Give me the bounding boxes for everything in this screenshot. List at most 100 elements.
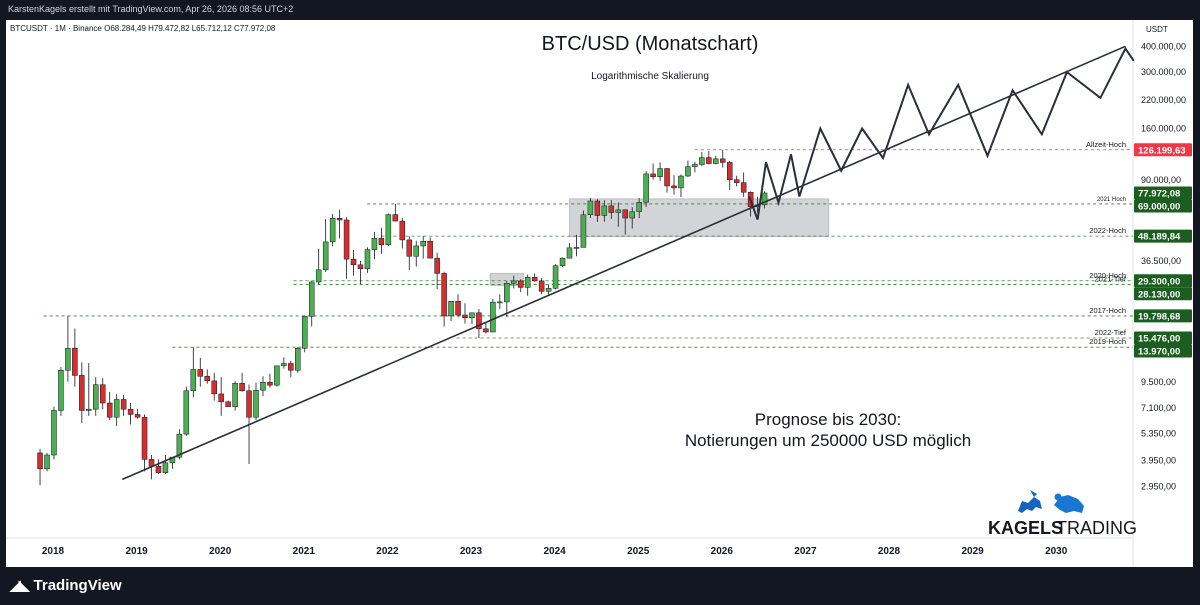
candle-body-59 <box>448 301 454 317</box>
forecast-path <box>748 46 1135 220</box>
price-badge-label-2: 69.000,00 <box>1138 201 1180 212</box>
candle-body-69 <box>517 280 524 288</box>
candle-body-58 <box>441 273 447 317</box>
candle-body-91 <box>671 185 677 189</box>
candle-body-35 <box>281 363 287 367</box>
candle-body-6 <box>79 375 85 411</box>
candle-body-10 <box>106 402 113 418</box>
x-tick-2029: 2029 <box>961 546 984 557</box>
level-label-5: 2017-Hoch <box>1089 306 1126 315</box>
price-badge-1 <box>1134 186 1192 200</box>
x-tick-2020: 2020 <box>209 546 232 557</box>
candle-body-38 <box>302 316 308 349</box>
price-axis-ticks: 400.000,00 300.000,00 220.000,00 160.000,00… <box>1141 41 1186 491</box>
candle-body-20 <box>176 433 183 458</box>
candle-body-26 <box>218 393 224 403</box>
top-bar: KarstenKagels erstellt mit TradingView.c… <box>0 0 1200 20</box>
candle-body-63 <box>476 312 482 330</box>
candle-body-22 <box>190 369 197 391</box>
candle-body-1 <box>44 454 50 470</box>
candle-body-97 <box>713 158 719 164</box>
candle-body-30 <box>246 390 252 418</box>
currency-label: USDT <box>1146 25 1168 34</box>
level-label-2: 2022-Hoch <box>1089 226 1126 235</box>
y-tick-2: 220.000,00 <box>1141 95 1186 105</box>
chart-subtitle: Logarithmische Skalierung <box>591 71 709 82</box>
candle-body-37 <box>295 348 301 371</box>
candle-body-86 <box>636 202 642 212</box>
candle-body-98 <box>720 158 726 163</box>
candle-body-28 <box>232 382 238 407</box>
price-badge-label-5: 28.130,00 <box>1138 289 1180 300</box>
candle-body-14 <box>134 414 141 418</box>
candle-body-64 <box>483 328 489 333</box>
x-tick-2019: 2019 <box>125 546 148 557</box>
candle-body-82 <box>608 205 615 213</box>
candle-body-101 <box>740 182 747 193</box>
tradingview-logo[interactable]: ◢◣ TradingView <box>10 577 122 594</box>
candle-body-95 <box>699 157 705 165</box>
candles <box>37 149 768 486</box>
candle-body-21 <box>183 390 190 435</box>
x-tick-2023: 2023 <box>460 546 483 557</box>
candle-body-9 <box>99 384 106 404</box>
price-badge-label-0: 126.199,63 <box>1138 145 1186 156</box>
candle-body-88 <box>650 173 656 178</box>
candle-body-65 <box>490 301 496 333</box>
candle-body-24 <box>204 376 210 382</box>
candle-body-71 <box>531 277 538 282</box>
candle-body-27 <box>225 401 231 407</box>
price-badge-6 <box>1134 309 1192 323</box>
candle-body-60 <box>455 301 461 316</box>
candle-body-11 <box>113 399 120 418</box>
candle-body-54 <box>413 245 419 257</box>
kagels-logo: KAGELS TRADING <box>988 490 1137 538</box>
candle-body-79 <box>587 200 594 216</box>
candle-body-62 <box>469 312 475 318</box>
candle-body-78 <box>580 214 587 248</box>
candle-body-73 <box>545 288 552 292</box>
candle-body-49 <box>378 237 385 245</box>
candle-body-13 <box>127 408 134 415</box>
candle-body-33 <box>267 382 273 386</box>
bear-icon <box>1054 493 1084 513</box>
y-tick-3: 160.000,00 <box>1141 123 1186 133</box>
level-label-3: 2020-Hoch <box>1089 271 1126 280</box>
y-tick-10: 2.950,00 <box>1141 482 1176 492</box>
candle-body-32 <box>260 382 266 391</box>
candle-body-75 <box>559 257 566 266</box>
footer-bar: ◢◣ TradingView <box>0 567 1200 605</box>
candle-body-81 <box>601 205 608 216</box>
candle-body-83 <box>615 209 622 213</box>
y-tick-5: 36.500,00 <box>1141 256 1181 266</box>
candle-body-68 <box>511 280 517 284</box>
candle-body-89 <box>657 168 663 178</box>
candle-body-18 <box>162 462 169 473</box>
price-badge-label-3: 48.189,84 <box>1138 232 1181 243</box>
candle-body-44 <box>343 219 350 260</box>
candle-body-5 <box>72 348 78 376</box>
candle-body-61 <box>462 314 468 318</box>
level-label-0: Allzeit-Hoch <box>1086 140 1126 149</box>
candle-body-12 <box>120 399 127 410</box>
candle-body-2 <box>51 410 57 456</box>
candle-body-92 <box>678 175 684 189</box>
x-tick-2025: 2025 <box>627 546 650 557</box>
candle-body-48 <box>371 237 378 250</box>
candle-body-41 <box>322 241 329 271</box>
candle-body-15 <box>141 416 148 460</box>
candle-body-93 <box>685 166 691 177</box>
x-tick-2026: 2026 <box>711 546 734 557</box>
chart-title: BTC/USD (Monatschart) <box>542 33 759 55</box>
x-tick-2024: 2024 <box>543 546 566 557</box>
chart-frame: Allzeit-Hoch 2021 Hoch 2022-Hoch 2020-Hoch 2… <box>6 20 1193 567</box>
x-tick-2027: 2027 <box>794 546 817 557</box>
tradingview-icon: ◢◣ <box>10 577 29 593</box>
y-tick-8: 5.350,00 <box>1141 428 1176 438</box>
candle-body-40 <box>315 269 322 283</box>
candle-body-85 <box>629 211 635 219</box>
candle-body-57 <box>434 257 440 274</box>
level-label-7: 2019-Hoch <box>1089 337 1126 346</box>
candle-body-74 <box>552 265 559 289</box>
